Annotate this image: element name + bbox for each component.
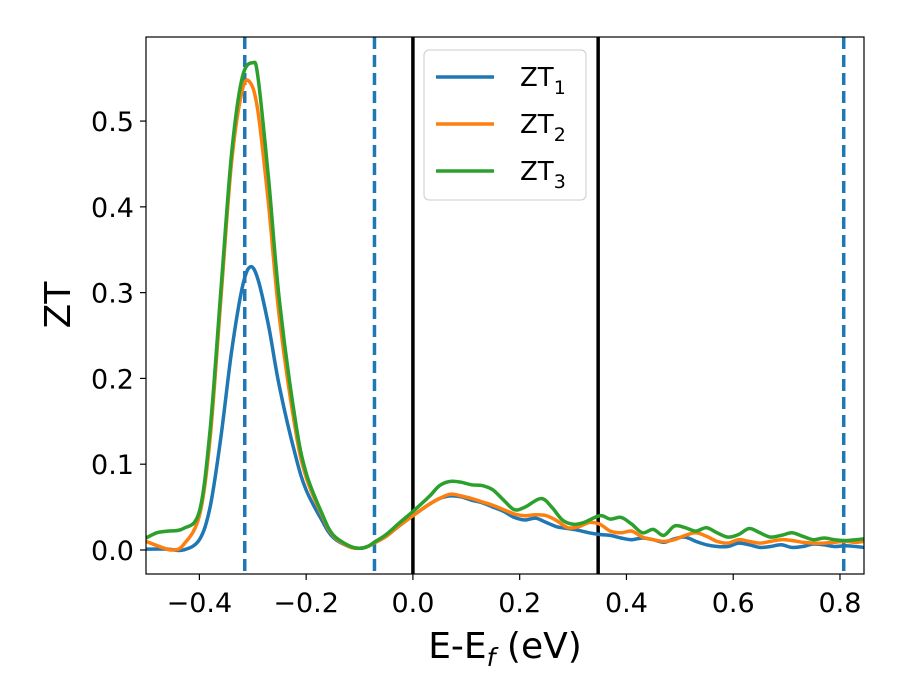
legend-label-zt2: ZT2 [520, 110, 566, 146]
x-tick-label: 0.6 [712, 588, 755, 619]
x-axis-label: E-Ef (eV) [428, 626, 582, 672]
series-line-zt2 [145, 78, 865, 552]
x-tick-label: −0.2 [273, 588, 339, 619]
y-axis-ticks: 0.0 0.1 0.2 0.3 0.4 0.5 [91, 107, 146, 567]
x-tick-label: 0.8 [819, 588, 862, 619]
x-tick-label: 0.4 [605, 588, 648, 619]
y-tick-label: 0.1 [91, 450, 134, 481]
x-tick-label: −0.4 [167, 588, 233, 619]
y-tick-label: 0.2 [91, 364, 134, 395]
y-tick-label: 0.0 [91, 536, 134, 567]
plot-frame [145, 36, 865, 575]
legend-label-zt1: ZT1 [520, 63, 566, 99]
y-tick-label: 0.5 [91, 107, 134, 138]
legend: ZT1 ZT2 ZT3 [423, 49, 587, 201]
series-lines [145, 60, 865, 553]
x-axis-ticks: −0.4 −0.2 0.0 0.2 0.4 0.6 0.8 [167, 574, 862, 619]
legend-box [423, 49, 587, 201]
series-line-zt1 [145, 264, 865, 553]
y-tick-label: 0.3 [91, 279, 134, 310]
y-axis-label: ZT [38, 281, 79, 329]
reference-lines [243, 37, 846, 574]
x-tick-label: 0.2 [498, 588, 541, 619]
legend-label-zt3: ZT3 [520, 157, 566, 193]
x-tick-label: 0.0 [391, 588, 434, 619]
y-tick-label: 0.4 [91, 193, 134, 224]
series-line-zt3 [145, 60, 865, 551]
